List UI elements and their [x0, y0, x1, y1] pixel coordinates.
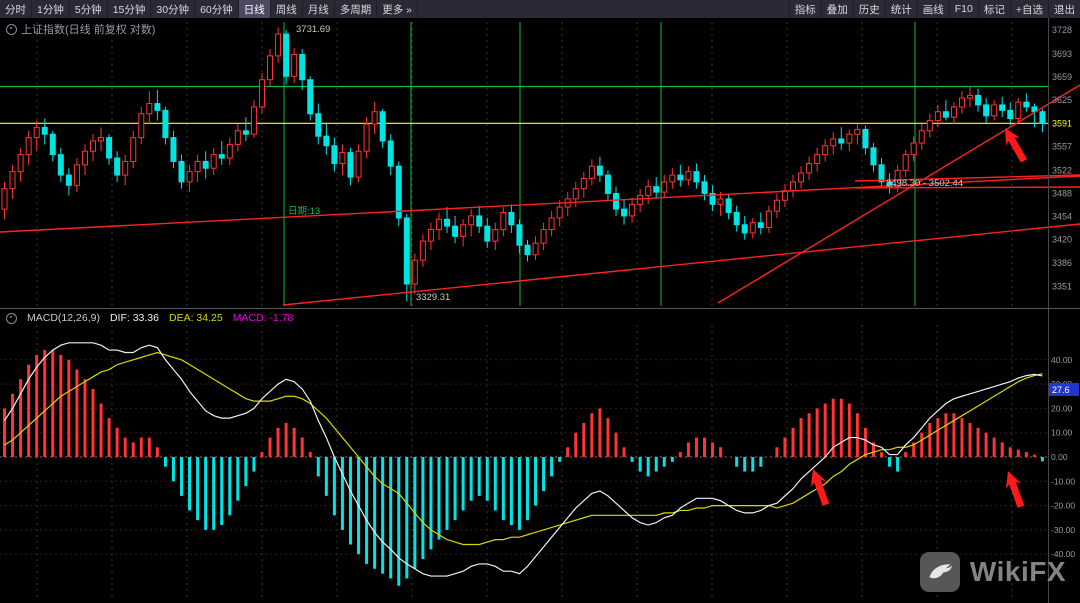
- red-arrow-annotation: [810, 469, 830, 506]
- svg-text:3454: 3454: [1052, 212, 1072, 222]
- chart-title-row: 上证指数(日线 前复权 对数): [6, 21, 155, 37]
- svg-text:3625: 3625: [1052, 95, 1072, 105]
- macd-dea-value: DEA: 34.25: [168, 312, 223, 324]
- svg-text:-20.00: -20.00: [1051, 501, 1075, 511]
- main-chart-panel[interactable]: 上证指数(日线 前复权 对数) 3731.69 3329.31 3498.30 - …: [0, 18, 1080, 308]
- svg-text:3498.30 - 3502.44: 3498.30 - 3502.44: [886, 178, 963, 189]
- svg-text:-30.00: -30.00: [1051, 525, 1075, 535]
- svg-text:-10.00: -10.00: [1051, 476, 1075, 486]
- wikifx-bird-icon: [919, 552, 960, 592]
- macd-panel[interactable]: MACD(12,26,9) DIF: 33.36 DEA: 34.25 MACD…: [0, 308, 1080, 603]
- period-tab[interactable]: 日线: [238, 0, 271, 18]
- period-tab[interactable]: 多周期: [335, 0, 378, 18]
- macd-header: MACD(12,26,9) DIF: 33.36 DEA: 34.25 MACD…: [6, 312, 293, 324]
- svg-text:-40.00: -40.00: [1051, 549, 1075, 559]
- tool-button[interactable]: 叠加: [820, 0, 853, 18]
- period-tab[interactable]: 分时: [0, 0, 32, 18]
- svg-text:40.00: 40.00: [1051, 355, 1073, 365]
- svg-text:3420: 3420: [1052, 235, 1072, 245]
- red-arrow-annotation: [1005, 128, 1028, 163]
- tool-button[interactable]: +自选: [1009, 0, 1048, 18]
- macd-bars-layer: [3, 350, 1044, 586]
- main-chart-canvas[interactable]: 3731.69 3329.31 3498.30 - 3502.44 日期:13 3728…: [0, 18, 1080, 308]
- trendlines-layer: [0, 84, 1080, 306]
- annotations-layer: 3731.69 3329.31 3498.30 - 3502.44 日期:13: [288, 24, 963, 303]
- tool-button[interactable]: 标记: [977, 0, 1010, 18]
- tool-button[interactable]: 历史: [852, 0, 885, 18]
- toolbar: 分时 1分钟 5分钟 15分钟 30分钟 60分钟 日线 周线 月线 多周期 更多 » 指标 叠加 历史…: [0, 0, 1080, 18]
- period-tab[interactable]: 更多 »: [377, 0, 419, 18]
- price-axis: 3728 3693 3659 3625 3591 3557 3522 3488 3454 3420…: [1052, 25, 1072, 292]
- value-badge: 27.6: [1049, 382, 1079, 396]
- indicator-dot-icon: [6, 312, 17, 324]
- macd-canvas[interactable]: 40.0030.0020.0010.000.00-10.00-20.00-30.…: [0, 309, 1080, 603]
- period-tab[interactable]: 5分钟: [70, 0, 108, 18]
- tool-button[interactable]: 退出: [1048, 0, 1080, 18]
- svg-text:3557: 3557: [1052, 141, 1072, 151]
- red-arrow-annotation: [1005, 471, 1025, 508]
- macd-name: MACD(12,26,9): [27, 312, 100, 324]
- svg-text:27.6: 27.6: [1052, 385, 1070, 395]
- svg-text:3488: 3488: [1052, 188, 1072, 198]
- period-tab[interactable]: 15分钟: [108, 0, 152, 18]
- tool-buttons: 指标 叠加 历史 统计 画线 F10 标记 +自选 退出: [788, 0, 1080, 18]
- svg-text:20.00: 20.00: [1051, 403, 1073, 413]
- period-tab[interactable]: 1分钟: [32, 0, 70, 18]
- period-tab[interactable]: 月线: [303, 0, 335, 18]
- period-tab[interactable]: 30分钟: [151, 0, 196, 18]
- wikifx-watermark: WikiFX: [919, 552, 1066, 592]
- tool-button[interactable]: 统计: [884, 0, 917, 18]
- svg-text:3522: 3522: [1052, 165, 1072, 175]
- dea-line: [4, 351, 1043, 546]
- tool-button[interactable]: 画线: [916, 0, 949, 18]
- chart-title: 上证指数(日线 前复权 对数): [21, 24, 156, 36]
- macd-dif-value: DIF: 33.36: [109, 312, 159, 324]
- green-vlines-layer: [0, 22, 1048, 306]
- svg-text:3329.31: 3329.31: [416, 292, 450, 303]
- svg-text:3728: 3728: [1052, 25, 1072, 35]
- svg-text:10.00: 10.00: [1051, 428, 1073, 438]
- candles-layer: [1, 27, 1046, 302]
- tool-button[interactable]: 指标: [788, 0, 821, 18]
- svg-text:3386: 3386: [1052, 258, 1072, 268]
- macd-grid-layer: [0, 325, 1048, 601]
- wikifx-text: WikiFX: [969, 556, 1066, 587]
- svg-text:3693: 3693: [1052, 49, 1072, 59]
- period-tab[interactable]: 周线: [271, 0, 303, 18]
- tool-button[interactable]: F10: [948, 0, 978, 18]
- macd-macd-value: MACD: -1.78: [232, 312, 294, 324]
- period-tabs: 分时 1分钟 5分钟 15分钟 30分钟 60分钟 日线 周线 月线 多周期 更多 »: [0, 0, 419, 18]
- svg-text:3351: 3351: [1052, 282, 1072, 292]
- svg-text:0.00: 0.00: [1051, 452, 1068, 462]
- dif-line: [3, 342, 1043, 577]
- svg-text:3659: 3659: [1052, 72, 1072, 82]
- period-tab[interactable]: 60分钟: [195, 0, 239, 18]
- svg-text:3591: 3591: [1052, 118, 1072, 128]
- indicator-dot-icon: [6, 23, 17, 35]
- svg-text:日期:13: 日期:13: [288, 206, 320, 217]
- svg-text:3731.69: 3731.69: [296, 24, 330, 35]
